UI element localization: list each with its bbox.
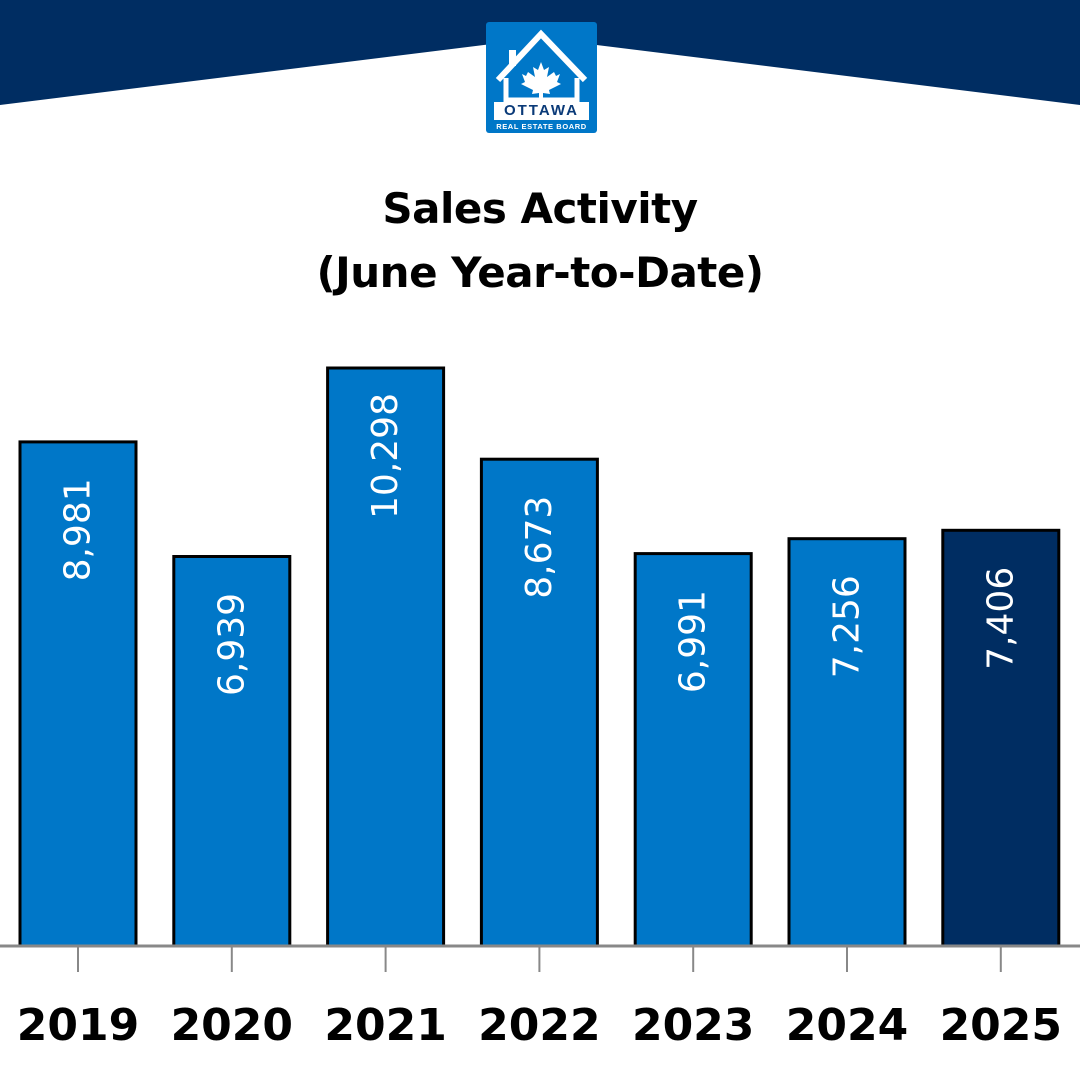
x-tick-label-2024: 2024	[786, 1000, 908, 1051]
chart-subtitle: (June Year-to-Date)	[316, 248, 764, 297]
x-tick-label-2022: 2022	[478, 1000, 600, 1051]
logo-name: OTTAWA	[494, 102, 589, 120]
ottawa-real-estate-board-logo: OTTAWA REAL ESTATE BOARD	[486, 22, 597, 133]
header-banner	[0, 0, 1080, 105]
bar-2020	[172, 555, 292, 948]
bar-value-label-2020: 6,939	[211, 593, 252, 696]
x-tick-label-2021: 2021	[324, 1000, 446, 1051]
bar-value-label-2019: 8,981	[58, 478, 99, 581]
x-tick-label-2023: 2023	[632, 1000, 754, 1051]
bar-value-label-2025: 7,406	[980, 567, 1021, 670]
bar-value-label-2021: 10,298	[365, 393, 406, 519]
chart-title: Sales Activity	[382, 184, 698, 233]
bar-2022	[479, 457, 599, 948]
bar-value-label-2022: 8,673	[519, 496, 560, 599]
header-banner-shape	[0, 0, 1080, 105]
x-tick-label-2019: 2019	[17, 1000, 139, 1051]
bar-value-label-2024: 7,256	[827, 575, 868, 678]
bar-2021	[326, 366, 446, 948]
bar-value-label-2023: 6,991	[673, 590, 714, 693]
bar-2023	[633, 552, 753, 948]
x-tick-label-2025: 2025	[940, 1000, 1062, 1051]
bar-2025	[941, 528, 1061, 948]
logo-subtitle: REAL ESTATE BOARD	[496, 122, 587, 131]
x-tick-label-2020: 2020	[171, 1000, 293, 1051]
house-maple-leaf-icon	[495, 29, 588, 103]
